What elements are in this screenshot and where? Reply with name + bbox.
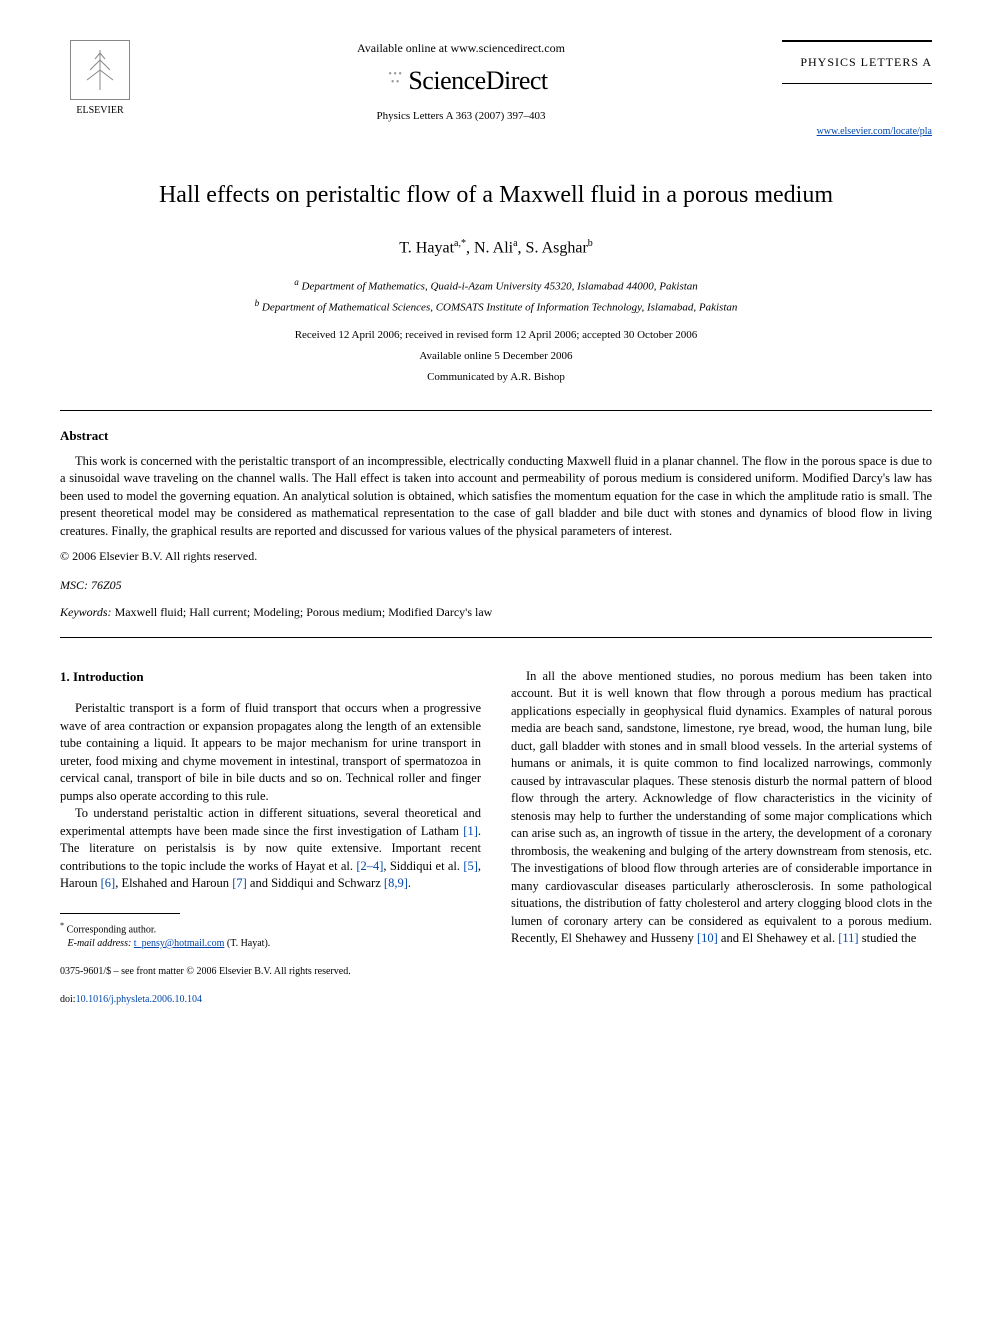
msc-line: MSC: 76Z05 (60, 577, 932, 594)
journal-url-link[interactable]: www.elsevier.com/locate/pla (817, 126, 932, 137)
rule-below-keywords (60, 637, 932, 638)
corresponding-author-footnote: * Corresponding author. E-mail address: … (60, 920, 481, 951)
affiliation-a: a Department of Mathematics, Quaid-i-Aza… (60, 276, 932, 295)
ref-link-5[interactable]: [5] (463, 859, 478, 873)
received-dates: Received 12 April 2006; received in revi… (60, 328, 932, 343)
sciencedirect-logo: ScienceDirect (160, 63, 762, 99)
intro-para-1: Peristaltic transport is a form of fluid… (60, 700, 481, 805)
available-online-text: Available online at www.sciencedirect.co… (160, 40, 762, 57)
author-3: S. Asghar (526, 239, 588, 256)
doi-link[interactable]: 10.1016/j.physleta.2006.10.104 (76, 994, 202, 1005)
elsevier-label: ELSEVIER (60, 104, 140, 118)
ref-link-11[interactable]: [11] (838, 931, 858, 945)
section-1-heading: 1. Introduction (60, 668, 481, 686)
footnote-rule (60, 913, 180, 914)
center-header: Available online at www.sciencedirect.co… (140, 40, 782, 125)
abstract-heading: Abstract (60, 427, 932, 445)
author-2-affil: a (513, 238, 517, 249)
author-3-affil: b (588, 238, 593, 249)
copyright-line: © 2006 Elsevier B.V. All rights reserved… (60, 548, 932, 565)
available-online-date: Available online 5 December 2006 (60, 349, 932, 364)
msc-value: 76Z05 (91, 578, 122, 592)
intro-para-3: In all the above mentioned studies, no p… (511, 668, 932, 948)
affiliations: a Department of Mathematics, Quaid-i-Aza… (60, 276, 932, 316)
sciencedirect-text: ScienceDirect (408, 63, 547, 99)
issn-line: 0375-9601/$ – see front matter © 2006 El… (60, 965, 481, 979)
ref-link-6[interactable]: [6] (101, 876, 116, 890)
author-2: N. Ali (474, 239, 513, 256)
doi-line: doi:10.1016/j.physleta.2006.10.104 (60, 993, 481, 1007)
msc-label: MSC: (60, 578, 88, 592)
abstract-text: This work is concerned with the peristal… (60, 453, 932, 541)
body-columns: 1. Introduction Peristaltic transport is… (60, 668, 932, 1007)
intro-para-2: To understand peristaltic action in diff… (60, 805, 481, 893)
author-email-link[interactable]: t_pensy@hotmail.com (134, 938, 225, 949)
article-title: Hall effects on peristaltic flow of a Ma… (60, 179, 932, 213)
journal-box: PHYSICS LETTERS A www.elsevier.com/locat… (782, 40, 932, 139)
ref-link-8-9[interactable]: [8,9] (384, 876, 408, 890)
page-header: ELSEVIER Available online at www.science… (60, 40, 932, 139)
journal-name: PHYSICS LETTERS A (782, 40, 932, 84)
journal-reference: Physics Letters A 363 (2007) 397–403 (160, 109, 762, 124)
elsevier-tree-icon (70, 40, 130, 100)
ref-link-2-4[interactable]: [2–4] (356, 859, 383, 873)
author-1-affil: a,* (454, 238, 466, 249)
column-left: 1. Introduction Peristaltic transport is… (60, 668, 481, 1007)
authors-line: T. Hayata,*, N. Alia, S. Asgharb (60, 237, 932, 260)
sciencedirect-dots-icon (374, 71, 402, 91)
keywords-value: Maxwell fluid; Hall current; Modeling; P… (115, 605, 493, 619)
ref-link-7[interactable]: [7] (232, 876, 247, 890)
affiliation-b: b Department of Mathematical Sciences, C… (60, 297, 932, 316)
column-right: In all the above mentioned studies, no p… (511, 668, 932, 1007)
rule-above-abstract (60, 410, 932, 411)
author-1: T. Hayat (399, 239, 454, 256)
communicated-by: Communicated by A.R. Bishop (60, 370, 932, 385)
keywords-line: Keywords: Maxwell fluid; Hall current; M… (60, 604, 932, 621)
ref-link-10[interactable]: [10] (697, 931, 718, 945)
ref-link-1[interactable]: [1] (463, 824, 478, 838)
elsevier-logo: ELSEVIER (60, 40, 140, 118)
keywords-label: Keywords: (60, 605, 112, 619)
